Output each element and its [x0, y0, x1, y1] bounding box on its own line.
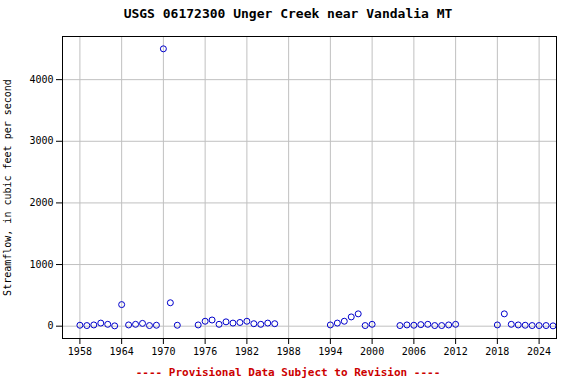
- html-text:---- Provisional Data Subject: ---- Provisional Data Subject to Revisio…: [135, 366, 441, 379]
- svg-text:2012: 2012: [444, 346, 468, 357]
- svg-text:1970: 1970: [151, 346, 175, 357]
- svg-text:2024: 2024: [527, 346, 551, 357]
- svg-text:2000: 2000: [360, 346, 384, 357]
- svg-text:1958: 1958: [68, 346, 92, 357]
- svg-text:1988: 1988: [277, 346, 301, 357]
- svg-text:2006: 2006: [402, 346, 426, 357]
- html-text:USGS 06172300 Unger Creek near: USGS 06172300 Unger Creek near Vandalia …: [123, 6, 453, 21]
- svg-text:4000: 4000: [29, 74, 53, 85]
- svg-text:1982: 1982: [235, 346, 259, 357]
- svg-text:2000: 2000: [29, 197, 53, 208]
- svg-text:1994: 1994: [318, 346, 342, 357]
- svg-text:2018: 2018: [485, 346, 509, 357]
- svg-text:1000: 1000: [29, 259, 53, 270]
- svg-text:0: 0: [47, 320, 53, 331]
- svg-text:1976: 1976: [193, 346, 217, 357]
- svg-text:3000: 3000: [29, 135, 53, 146]
- svg-text:1964: 1964: [110, 346, 134, 357]
- svg-text:Streamflow, in cubic feet per: Streamflow, in cubic feet per second: [2, 79, 13, 296]
